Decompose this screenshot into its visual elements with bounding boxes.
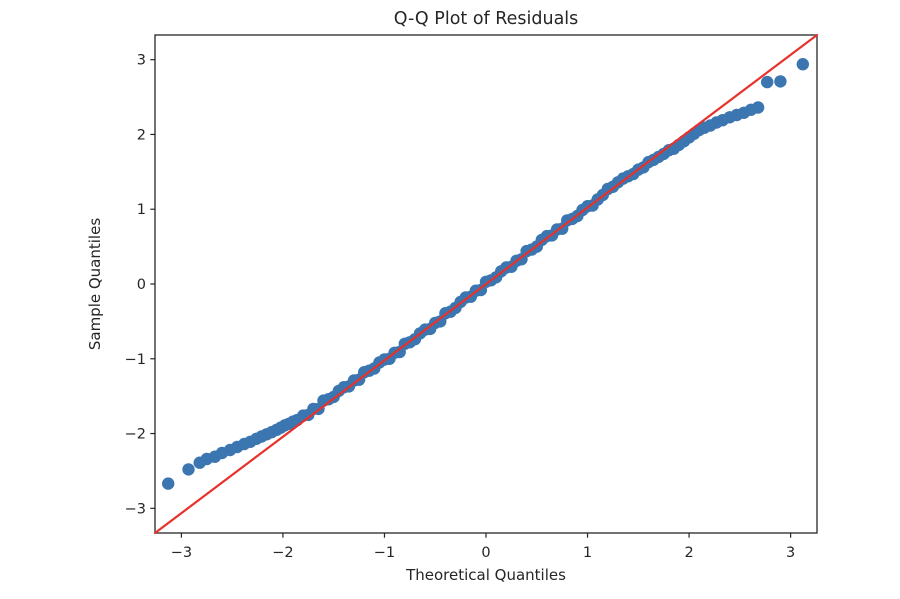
x-tick-label: 2: [684, 545, 693, 561]
reference-line-group: [153, 33, 819, 535]
x-tick-label: 1: [583, 545, 592, 561]
y-tick-label: −2: [125, 427, 146, 443]
data-point: [751, 101, 765, 114]
chart-title: Q-Q Plot of Residuals: [394, 9, 579, 29]
y-tick-label: −1: [125, 352, 146, 368]
data-point: [796, 57, 809, 71]
data-point: [182, 463, 195, 476]
x-tick-label: −2: [272, 545, 293, 561]
x-axis-ticks: −3 −2 −1 0 1 2 3: [171, 533, 795, 561]
x-tick-label: 3: [786, 545, 795, 561]
y-axis-label: Sample Quantiles: [86, 218, 104, 350]
x-tick-label: −1: [374, 545, 395, 561]
data-point: [774, 75, 787, 88]
y-tick-label: 1: [137, 202, 146, 218]
reference-line: [153, 33, 819, 535]
data-point: [162, 477, 175, 490]
x-tick-label: 0: [481, 545, 490, 561]
qq-scatter-points: [162, 57, 809, 490]
x-axis-label: Theoretical Quantiles: [405, 566, 566, 584]
y-tick-label: 3: [137, 53, 146, 69]
y-tick-label: 0: [137, 277, 146, 293]
x-tick-label: −3: [171, 545, 192, 561]
y-tick-label: −3: [125, 501, 146, 517]
y-tick-label: 2: [137, 127, 146, 143]
data-point: [761, 75, 774, 89]
y-axis-ticks: −3 −2 −1 0 1 2 3: [125, 53, 155, 517]
